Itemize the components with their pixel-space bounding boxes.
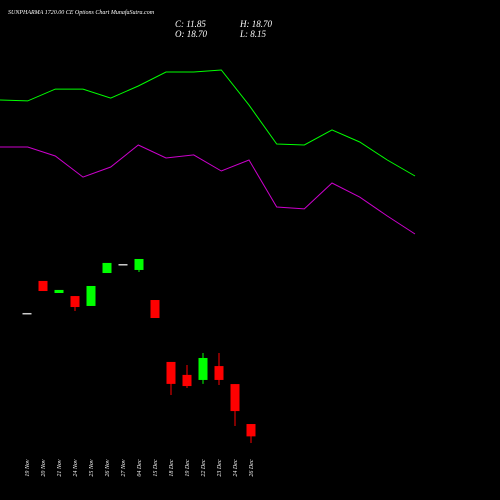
x-tick-label: 18 Dec <box>169 459 175 476</box>
candle-body <box>150 300 160 319</box>
stat: O: 18.70 <box>175 29 207 39</box>
indicator-line <box>0 69 416 177</box>
candle-body <box>246 424 256 437</box>
stat: L: 8.15 <box>239 29 267 39</box>
x-tick-label: 23 Dec <box>217 459 223 476</box>
candle-body <box>54 289 64 293</box>
x-tick-label: 19 Nov <box>25 459 31 477</box>
candle-body <box>102 262 112 274</box>
candle-body <box>198 357 208 380</box>
candle-body <box>118 264 128 266</box>
x-tick-label: 25 Nov <box>89 459 95 477</box>
x-tick-label: 21 Nov <box>57 459 63 477</box>
stat: C: 11.85 <box>175 19 206 29</box>
candle-body <box>134 258 144 270</box>
candle-body <box>38 280 48 292</box>
candle-body <box>22 312 32 315</box>
chart-title: SUNPHARMA 1720.00 CE Options Chart Munaf… <box>8 9 155 16</box>
stat: H: 18.70 <box>239 19 272 29</box>
x-tick-label: 19 Dec <box>185 459 191 476</box>
candle-body <box>166 361 176 384</box>
x-tick-label: 26 Dec <box>249 459 255 476</box>
x-tick-label: 20 Nov <box>41 459 47 477</box>
x-tick-label: 26 Nov <box>105 459 111 477</box>
x-tick-label: 22 Dec <box>201 459 207 476</box>
candle-body <box>230 384 240 412</box>
candle-body <box>86 285 96 306</box>
x-tick-label: 15 Dec <box>153 459 159 476</box>
x-tick-label: 27 Nov <box>121 459 127 477</box>
candle-body <box>70 296 80 308</box>
x-tick-label: 24 Nov <box>72 459 79 477</box>
x-tick-label: 24 Dec <box>232 459 239 476</box>
candle-body <box>182 374 192 387</box>
x-tick-label: 04 Dec <box>136 459 143 476</box>
indicator-line <box>0 144 416 235</box>
candle-body <box>214 366 224 380</box>
